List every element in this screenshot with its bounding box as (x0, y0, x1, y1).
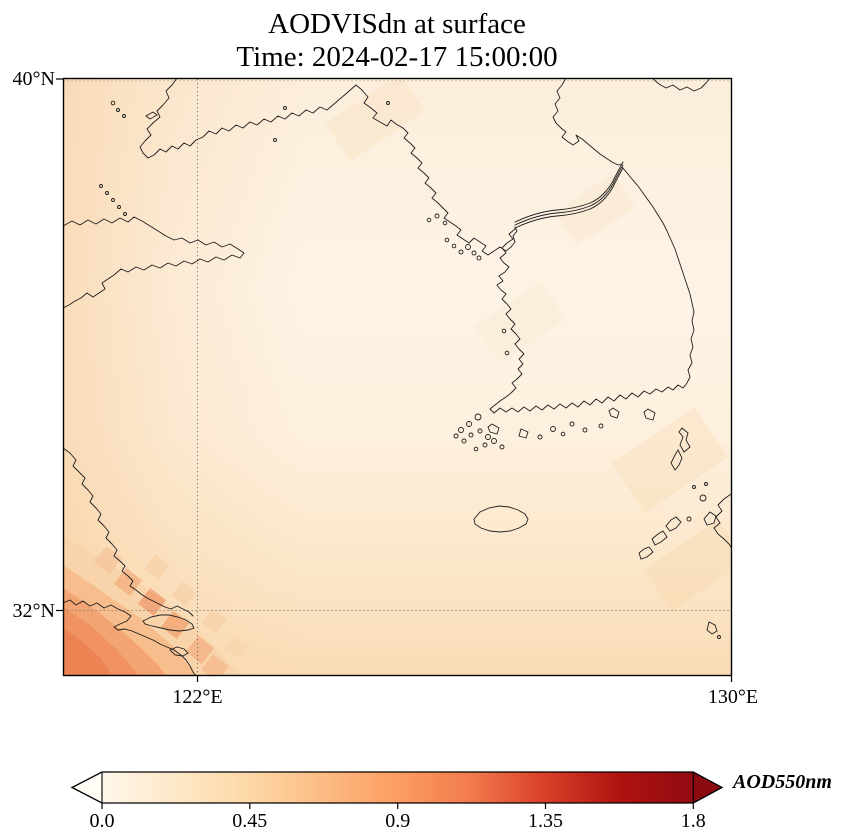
plot-title: AODVISdn at surface (268, 8, 526, 40)
colorbar-ticks (101, 803, 694, 809)
island-tsushima-north (678, 427, 691, 453)
plume-yangtze-delta (63, 536, 250, 676)
gridlines (63, 79, 732, 675)
islands-kyushu-small (686, 482, 721, 639)
colorbar-tick-0: 0.0 (90, 810, 115, 832)
coast-nkorea-east (552, 78, 623, 166)
islands-goto-chain (638, 516, 682, 560)
map-plot: 40°N 32°N 122°E 130°E (13, 68, 759, 708)
plume-grid-blocks (93, 545, 250, 676)
aod-faint-patches (325, 78, 732, 611)
colorbar-tick-3: 1.35 (528, 810, 563, 832)
aod-field (63, 78, 732, 676)
island-jeju (473, 505, 529, 533)
island-danjo (706, 621, 718, 635)
coast-jiangsu (63, 447, 194, 617)
island-hirado (703, 511, 717, 526)
islands-bohai (99, 100, 390, 216)
island-tsushima-south (670, 449, 683, 471)
lon-tick-130e: 130°E (708, 686, 758, 708)
colorbar-arrow-right (693, 772, 722, 803)
islands-south-coast (487, 407, 656, 440)
coast-russia-ne (651, 78, 711, 92)
coast-south-korea (489, 166, 695, 414)
colorbar-gradient (102, 772, 694, 803)
lat-tick-32n: 32°N (13, 600, 55, 622)
colorbar-arrow-left (72, 772, 102, 803)
colorbar: 0.0 0.45 0.9 1.35 1.8 AOD550nm (70, 771, 832, 832)
plot-subtitle: Time: 2024-02-17 15:00:00 (236, 41, 557, 73)
islands-gyeonggi-bay (426, 213, 510, 356)
lat-tick-40n: 40°N (13, 68, 55, 90)
coast-shanghai-yangtze (63, 599, 197, 676)
islands-sw-archipelago (453, 413, 505, 452)
island-changxing (169, 646, 189, 657)
coast-liaodong-nkorea-west (139, 78, 518, 256)
dmz-border-band (514, 161, 624, 229)
colorbar-label: AOD550nm (731, 771, 832, 793)
coastlines (63, 78, 732, 676)
coast-shandong (63, 216, 245, 309)
colorbar-tick-2: 0.9 (385, 810, 410, 832)
island-chongming (142, 614, 195, 632)
colorbar-tick-4: 1.8 (681, 810, 706, 832)
axis-ticks (56, 78, 733, 682)
lon-tick-122e: 122°E (172, 686, 222, 708)
colorbar-tick-1: 0.45 (232, 810, 267, 832)
coast-kyushu-edge (713, 493, 732, 548)
map-border (62, 77, 733, 677)
